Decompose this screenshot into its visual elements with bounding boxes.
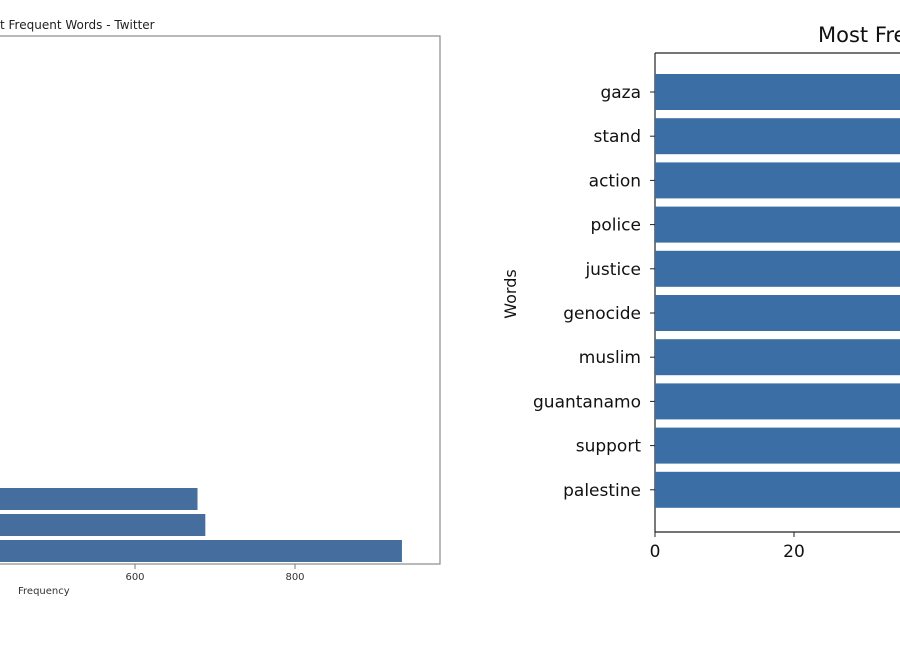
right-bar bbox=[655, 118, 900, 155]
right-y-tick-label: palestine bbox=[563, 481, 641, 501]
right-x-tick-label: 0 bbox=[650, 542, 661, 562]
right-chart-y-axis-label: Words bbox=[501, 269, 520, 318]
left-chart-x-axis-label: Frequency bbox=[18, 586, 70, 597]
right-y-tick-label: action bbox=[589, 171, 641, 191]
right-chart: Most Fre gaza stand action police justice gen… bbox=[501, 23, 900, 562]
right-chart-y-ticks: gaza stand action police justice genocide musl… bbox=[533, 83, 655, 501]
left-bar bbox=[0, 514, 206, 536]
right-y-tick-label: support bbox=[576, 437, 642, 457]
right-y-tick-label: gaza bbox=[600, 83, 641, 103]
right-bar bbox=[655, 383, 900, 420]
right-y-tick-label: justice bbox=[584, 260, 641, 280]
right-bar bbox=[655, 74, 900, 110]
left-chart: t Frequent Words - Twitter 600 800 Freque… bbox=[0, 18, 441, 597]
right-bar bbox=[655, 339, 900, 376]
right-y-tick-label: genocide bbox=[563, 304, 641, 324]
right-bar bbox=[655, 295, 900, 331]
left-bar bbox=[0, 540, 402, 562]
right-chart-x-ticks: 0 20 bbox=[650, 532, 805, 562]
left-chart-x-ticks: 600 800 bbox=[125, 564, 305, 583]
right-chart-title: Most Fre bbox=[818, 23, 900, 47]
left-bar bbox=[0, 488, 198, 510]
right-bar bbox=[655, 206, 900, 243]
right-y-tick-label: muslim bbox=[579, 348, 641, 368]
right-y-tick-label: stand bbox=[593, 127, 641, 147]
left-x-tick-label: 800 bbox=[285, 572, 304, 583]
right-y-tick-label: police bbox=[591, 216, 641, 236]
right-x-tick-label: 20 bbox=[783, 542, 805, 562]
right-bar bbox=[655, 471, 900, 508]
right-bar bbox=[655, 250, 900, 287]
left-chart-title: t Frequent Words - Twitter bbox=[0, 18, 155, 32]
right-y-tick-label: guantanamo bbox=[533, 392, 641, 412]
right-bar bbox=[655, 427, 900, 464]
left-chart-bars bbox=[0, 488, 402, 562]
left-x-tick-label: 600 bbox=[125, 572, 144, 583]
right-bar bbox=[655, 162, 900, 199]
right-chart-bars bbox=[655, 74, 900, 508]
left-chart-frame bbox=[0, 35, 441, 565]
